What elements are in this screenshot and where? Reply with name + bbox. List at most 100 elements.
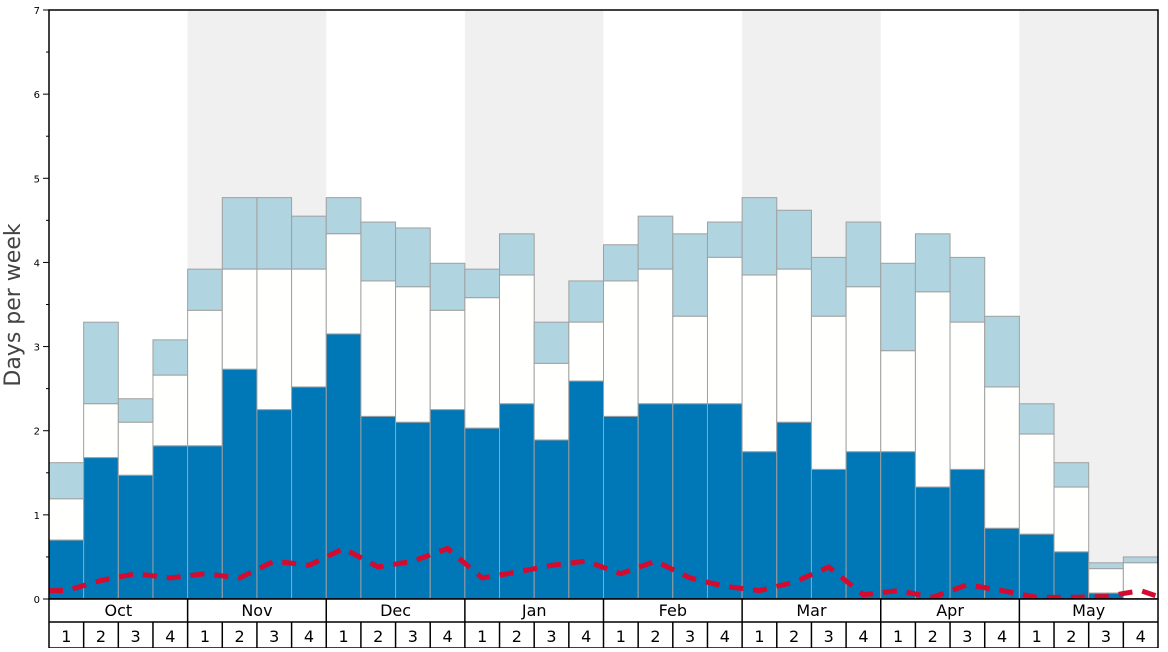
week-label: 2 — [373, 627, 383, 646]
bar-base-segment — [1053, 551, 1090, 600]
y-tick-label: 0 — [34, 595, 40, 606]
bar-base-segment — [672, 403, 708, 600]
month-label-may: May — [1072, 601, 1105, 620]
bar-top-segment — [810, 256, 847, 317]
bar-top-segment — [395, 227, 431, 288]
bar-top-segment — [256, 197, 293, 270]
week-label: 3 — [546, 627, 556, 646]
bar-middle-segment — [464, 297, 501, 429]
bar-middle-segment — [221, 268, 258, 370]
bar-top-segment — [914, 233, 951, 293]
week-label: 2 — [928, 627, 938, 646]
week-label: 3 — [131, 627, 141, 646]
bar-top-segment — [1053, 462, 1090, 488]
week-label: 4 — [442, 627, 452, 646]
bar-top-segment — [949, 256, 986, 323]
week-label: 2 — [650, 627, 660, 646]
bar-base-segment — [949, 468, 986, 600]
week-label: 4 — [581, 627, 591, 646]
bar-top-segment — [706, 221, 743, 258]
bar-top-segment — [117, 398, 154, 423]
bar-base-segment — [395, 421, 431, 600]
y-tick-label: 4 — [34, 258, 40, 269]
bar-top-segment — [429, 262, 466, 311]
week-label: 3 — [685, 627, 695, 646]
y-axis-label: Days per week — [1, 223, 26, 386]
bar-top-segment — [741, 197, 778, 276]
week-label: 1 — [616, 627, 626, 646]
bar-base-segment — [464, 427, 501, 600]
bar-middle-segment — [810, 315, 847, 470]
dashed-line-series — [49, 545, 1159, 600]
week-label: 2 — [789, 627, 799, 646]
week-label: 4 — [1136, 627, 1146, 646]
bar-top-segment — [1088, 562, 1124, 570]
month-label-mar: Mar — [796, 601, 827, 620]
bar-middle-segment — [1088, 568, 1124, 594]
bar-base-segment — [914, 486, 951, 600]
bar-middle-segment — [291, 268, 327, 388]
month-label-apr: Apr — [936, 601, 964, 620]
bar-top-segment — [776, 209, 812, 270]
bar-top-segment — [360, 221, 397, 282]
week-label: 3 — [1101, 627, 1111, 646]
week-label: 4 — [720, 627, 730, 646]
bar-base-segment — [845, 451, 882, 600]
bar-base-segment — [810, 468, 847, 600]
bar-middle-segment — [741, 274, 778, 453]
bar-top-segment — [672, 233, 708, 317]
bar-top-segment — [880, 262, 916, 352]
bar-base-segment — [741, 451, 778, 600]
week-label: 1 — [893, 627, 903, 646]
week-label: 1 — [200, 627, 210, 646]
bar-base-segment — [83, 457, 119, 600]
bar-middle-segment — [603, 280, 639, 417]
bar-middle-segment — [48, 498, 85, 541]
bar-top-segment — [152, 339, 189, 376]
bar-base-segment — [117, 474, 154, 600]
bar-top-segment — [464, 268, 501, 299]
week-label: 2 — [96, 627, 106, 646]
bar-middle-segment — [152, 374, 189, 447]
bar-base-segment — [706, 403, 743, 600]
bar-top-segment — [83, 321, 119, 405]
bar-base-segment — [1018, 533, 1055, 600]
bar-top-segment — [533, 321, 570, 364]
bar-middle-segment — [776, 268, 812, 423]
bar-base-segment — [533, 439, 570, 600]
bar-middle-segment — [914, 291, 951, 488]
week-label: 1 — [338, 627, 348, 646]
bar-base-segment — [256, 409, 293, 600]
week-label: 1 — [477, 627, 487, 646]
week-label: 1 — [61, 627, 71, 646]
bar-middle-segment — [395, 286, 431, 423]
y-tick-label: 2 — [34, 427, 40, 438]
bar-middle-segment — [672, 315, 708, 405]
bar-middle-segment — [1053, 486, 1090, 553]
bar-middle-segment — [880, 350, 916, 453]
bar-top-segment — [568, 280, 604, 323]
bar-top-segment — [221, 197, 258, 270]
month-label-nov: Nov — [241, 601, 272, 620]
bar-top-segment — [325, 197, 362, 235]
bar-middle-segment — [499, 274, 535, 405]
bar-middle-segment — [637, 268, 674, 405]
bar-top-segment — [637, 215, 674, 270]
month-label-oct: Oct — [104, 601, 132, 620]
month-label-dec: Dec — [380, 601, 411, 620]
y-tick-label: 6 — [34, 90, 40, 101]
bar-base-segment — [429, 409, 466, 600]
bar-base-segment — [984, 527, 1020, 600]
bar-base-segment — [325, 333, 362, 600]
week-label: 2 — [512, 627, 522, 646]
week-label: 4 — [165, 627, 175, 646]
bar-middle-segment — [568, 321, 604, 382]
week-label: 3 — [408, 627, 418, 646]
bar-middle-segment — [325, 233, 362, 335]
y-tick-label: 1 — [34, 511, 40, 522]
week-label: 1 — [754, 627, 764, 646]
bar-base-segment — [880, 451, 916, 600]
bar-base-segment — [360, 415, 397, 600]
y-tick-label: 3 — [34, 343, 40, 354]
